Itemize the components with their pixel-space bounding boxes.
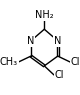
Text: Cl: Cl xyxy=(54,70,64,80)
Text: CH₃: CH₃ xyxy=(0,57,18,67)
Text: NH₂: NH₂ xyxy=(35,10,54,20)
Text: Cl: Cl xyxy=(71,57,80,67)
Text: N: N xyxy=(54,36,61,46)
Text: N: N xyxy=(27,36,35,46)
